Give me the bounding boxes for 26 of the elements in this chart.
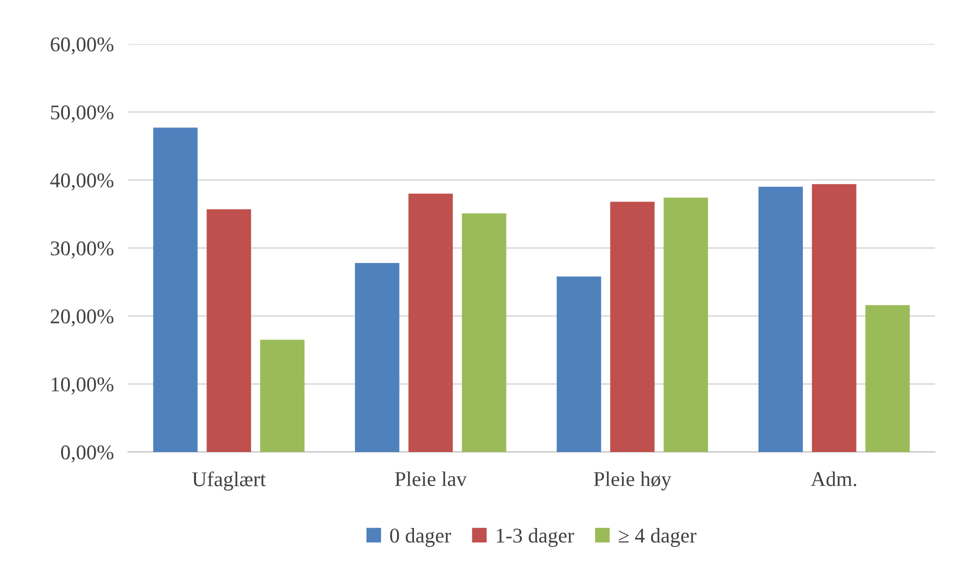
bar [664,198,708,452]
y-tick-label: 50,00% [51,105,114,122]
x-tick-label: Ufaglært [192,471,266,491]
legend-label: 0 dager [390,528,452,547]
y-tick-label: 60,00% [50,37,114,54]
bar [812,184,856,452]
y-tick-label: 30,00% [50,241,114,258]
x-tick-label: Adm. [810,471,856,486]
y-tick-label: 40,00% [50,173,114,190]
bar [153,128,198,452]
y-tick-label: 0,00% [61,445,114,462]
x-tick-label: Pleie høy [594,471,672,490]
legend-label: ≥ 4 dager [618,528,696,547]
bar [865,305,910,452]
bar [408,194,453,452]
bar [206,209,252,452]
bar [610,202,655,452]
bar [556,276,602,452]
x-tick-label: Pleie lav [395,471,467,486]
bar [758,186,803,452]
bar [462,213,506,452]
y-tick-label: 20,00% [50,309,114,326]
y-tick-label: 10,00% [52,377,114,394]
bar [354,262,400,452]
bar [260,340,305,452]
legend-label: 1-3 dager [496,528,574,547]
